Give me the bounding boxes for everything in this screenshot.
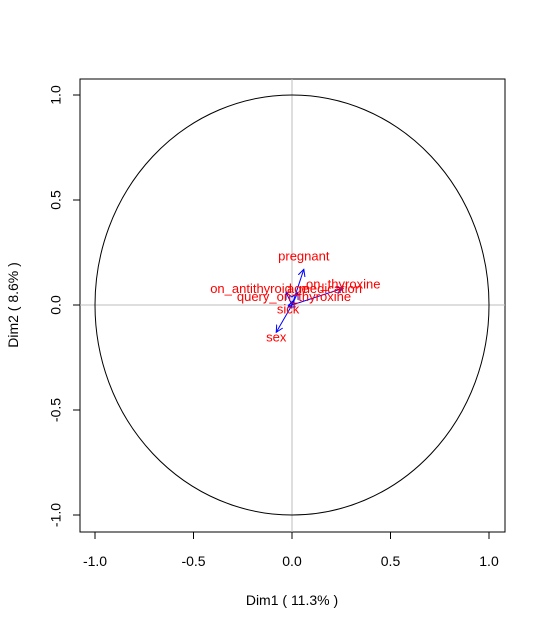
label-on-thyroxine: on_thyroxine: [306, 277, 380, 292]
label-pregnant: pregnant: [278, 249, 330, 264]
label-sex: sex: [266, 330, 287, 345]
arrow-sex: [276, 304, 293, 332]
y-tick-label: 0.0: [48, 295, 64, 315]
y-tick-label: -0.5: [48, 398, 64, 422]
label-sick: sick: [277, 302, 300, 317]
y-tick-label: 1.0: [48, 85, 64, 105]
x-tick-label: 0.0: [282, 553, 302, 569]
y-tick-label: -1.0: [48, 503, 64, 527]
label-age: age: [287, 281, 309, 296]
unit-circle: [94, 94, 490, 516]
x-tick-label: -0.5: [181, 553, 205, 569]
axes-group: -1.0 -0.5 0.0 0.5 1.0 -1.0 -0.5 0.0 0.5 1.0: [48, 85, 499, 569]
y-tick-label: 0.5: [48, 190, 64, 210]
unit-circle-group: [94, 94, 490, 516]
y-axis-title: Dim2 ( 8.6% ): [5, 262, 21, 348]
x-axis-title: Dim1 ( 11.3% ): [246, 592, 338, 608]
label-query-on-thyroxine: query_on_thyroxine: [237, 289, 351, 304]
x-tick-label: 1.0: [479, 553, 499, 569]
label-on-antithyroid-medication: on_antithyroid_medication: [210, 281, 362, 296]
x-tick-label: 0.5: [381, 553, 401, 569]
arrow-on-thyroxine: [291, 288, 343, 306]
variable-labels: pregnant on_thyroxineageon_antithyroid_me…: [210, 249, 380, 345]
x-tick-label: -1.0: [83, 553, 107, 569]
variable-arrows: [276, 269, 343, 332]
